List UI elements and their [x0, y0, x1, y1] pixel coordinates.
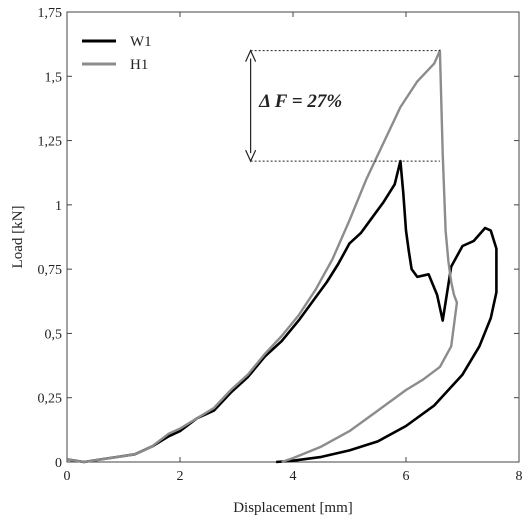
series-layer: [66, 49, 498, 464]
y-tick-label: 1,25: [38, 135, 63, 150]
x-tick-label: 2: [177, 469, 184, 484]
x-tick-label: 8: [516, 469, 523, 484]
y-tick-label: 1,5: [45, 70, 63, 85]
series-line-w1: [66, 159, 498, 464]
bracket-arrowhead-top: [245, 49, 257, 62]
y-tick-label: 1,75: [38, 6, 63, 21]
y-tick-label: 0,25: [38, 392, 63, 407]
y-tick-label: 1: [55, 199, 62, 214]
x-tick-label: 0: [64, 469, 71, 484]
delta-f-annotation: Δ F = 27%: [258, 91, 342, 112]
legend-label-w1: W1: [130, 34, 152, 50]
bracket-arrowhead-bottom: [245, 149, 257, 163]
x-axis-label: Displacement [mm]: [233, 500, 353, 516]
legend-label-h1: H1: [130, 57, 148, 73]
y-tick-label: 0,75: [38, 263, 63, 278]
series-line-h1: [66, 49, 459, 464]
x-tick-label: 6: [403, 469, 410, 484]
legend: W1 H1: [82, 34, 152, 73]
plot-border: [66, 11, 520, 463]
y-axis-label: Load [kN]: [10, 206, 26, 269]
plot-frame: [66, 11, 520, 463]
y-axis: 0 0,25 0,5 0,75 1 1,25 1,5 1,75: [38, 6, 519, 471]
annotation-layer: [245, 49, 440, 163]
y-tick-label: 0,5: [45, 327, 63, 342]
y-tick-label: 0: [55, 456, 62, 471]
x-tick-label: 4: [290, 469, 297, 484]
x-axis: 0 2 4 6 8: [64, 12, 523, 484]
